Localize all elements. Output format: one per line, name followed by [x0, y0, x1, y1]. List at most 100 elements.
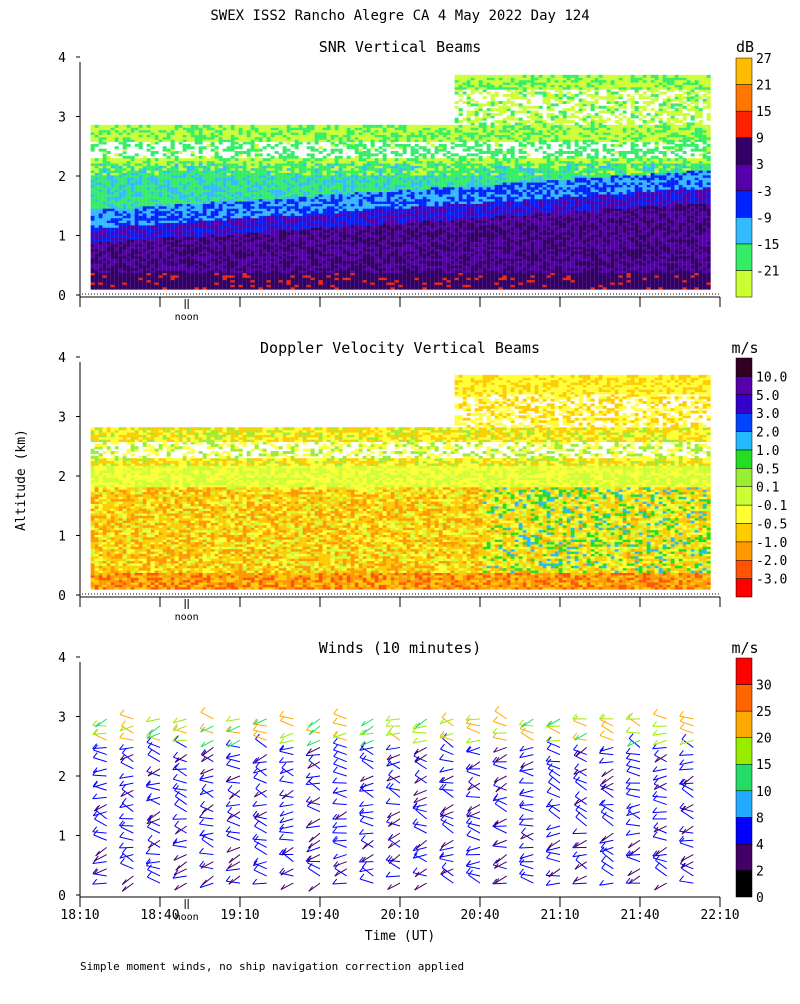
snr-cell	[119, 158, 123, 161]
snr-cell	[199, 156, 203, 159]
snr-cell	[139, 125, 143, 128]
snr-cell	[211, 156, 215, 159]
snr-cell	[107, 156, 111, 159]
snr-cell	[143, 156, 147, 159]
snr-cell	[227, 146, 231, 149]
snr-cell	[147, 144, 151, 147]
snr-cell	[91, 158, 95, 161]
snr-cell	[199, 125, 203, 128]
snr-cell	[151, 151, 155, 154]
snr-heatmap	[91, 75, 711, 290]
snr-cell	[179, 151, 183, 154]
snr-panel: SNR Vertical Beams dB 01234noon -21-15-9…	[58, 38, 779, 323]
snr-units-label: dB	[736, 38, 754, 56]
snr-cell	[139, 158, 143, 161]
figure-title: SWEX ISS2 Rancho Alegre CA 4 May 2022 Da…	[210, 8, 589, 24]
snr-cell	[195, 156, 199, 159]
radar-wind-profiler-figure: SWEX ISS2 Rancho Alegre CA 4 May 2022 Da…	[0, 0, 800, 1000]
snr-cell	[103, 149, 107, 152]
snr-cell	[99, 149, 103, 152]
snr-cell	[95, 158, 99, 161]
snr-cell	[175, 125, 179, 128]
snr-cell	[187, 144, 191, 147]
snr-cell	[223, 149, 227, 152]
snr-cell	[179, 158, 183, 161]
snr-cell	[127, 125, 131, 128]
snr-cell	[95, 144, 99, 147]
snr-cell	[183, 125, 187, 128]
snr-cell	[215, 146, 219, 149]
snr-cell	[115, 146, 119, 149]
snr-cell	[147, 125, 151, 128]
snr-cell	[123, 125, 127, 128]
snr-cell	[203, 156, 207, 159]
snr-cell	[207, 144, 211, 147]
snr-cell	[147, 158, 151, 161]
snr-cell	[187, 158, 191, 161]
snr-cell	[215, 125, 219, 128]
snr-cell	[211, 149, 215, 152]
snr-cell	[207, 158, 211, 161]
snr-cell	[127, 156, 131, 159]
snr-cell	[127, 144, 131, 147]
snr-cell	[151, 125, 155, 128]
snr-cell	[147, 149, 151, 152]
snr-cell	[171, 125, 175, 128]
snr-cell	[199, 146, 203, 149]
snr-cell	[175, 156, 179, 159]
snr-cell	[223, 125, 227, 128]
snr-cell	[119, 153, 123, 156]
snr-cell	[207, 125, 211, 128]
snr-cell	[135, 144, 139, 147]
snr-cell	[107, 125, 111, 128]
snr-cell	[219, 125, 223, 128]
snr-cell	[203, 125, 207, 128]
snr-cell	[163, 153, 167, 156]
snr-cell	[151, 146, 155, 149]
snr-cell	[151, 158, 155, 161]
snr-cell	[191, 158, 195, 161]
snr-cell	[187, 125, 191, 128]
snr-cell	[119, 125, 123, 128]
snr-cell	[135, 158, 139, 161]
snr-cell	[191, 146, 195, 149]
snr-cell	[143, 125, 147, 128]
snr-cell	[99, 158, 103, 161]
snr-cell	[175, 151, 179, 154]
snr-cell	[155, 125, 159, 128]
snr-cell	[111, 125, 115, 128]
snr-cell	[211, 125, 215, 128]
snr-cell	[115, 153, 119, 156]
snr-cell	[227, 125, 231, 128]
snr-cell	[135, 153, 139, 156]
figure-canvas: SWEX ISS2 Rancho Alegre CA 4 May 2022 Da…	[0, 0, 800, 1000]
snr-cell	[155, 151, 159, 154]
snr-cell	[91, 125, 95, 128]
snr-cell	[111, 158, 115, 161]
snr-cell	[167, 149, 171, 152]
snr-cell	[163, 125, 167, 128]
snr-cell	[191, 125, 195, 128]
snr-cell	[131, 125, 135, 128]
snr-cell	[163, 158, 167, 161]
snr-cell	[99, 125, 103, 128]
snr-cell	[115, 125, 119, 128]
snr-cell	[167, 125, 171, 128]
snr-cell	[159, 158, 163, 161]
snr-cell	[203, 146, 207, 149]
snr-cell	[183, 144, 187, 147]
snr-cell	[179, 125, 183, 128]
snr-cell	[107, 151, 111, 154]
snr-cell	[135, 125, 139, 128]
snr-cell	[91, 144, 95, 147]
snr-cell	[123, 156, 127, 159]
snr-cell	[131, 156, 135, 159]
snr-cell	[115, 158, 119, 161]
snr-cell	[171, 158, 175, 161]
snr-panel-title: SNR Vertical Beams	[319, 38, 482, 56]
snr-cell	[195, 125, 199, 128]
snr-cell	[95, 125, 99, 128]
snr-cell	[167, 156, 171, 159]
snr-cell	[103, 125, 107, 128]
snr-cell	[219, 156, 223, 159]
